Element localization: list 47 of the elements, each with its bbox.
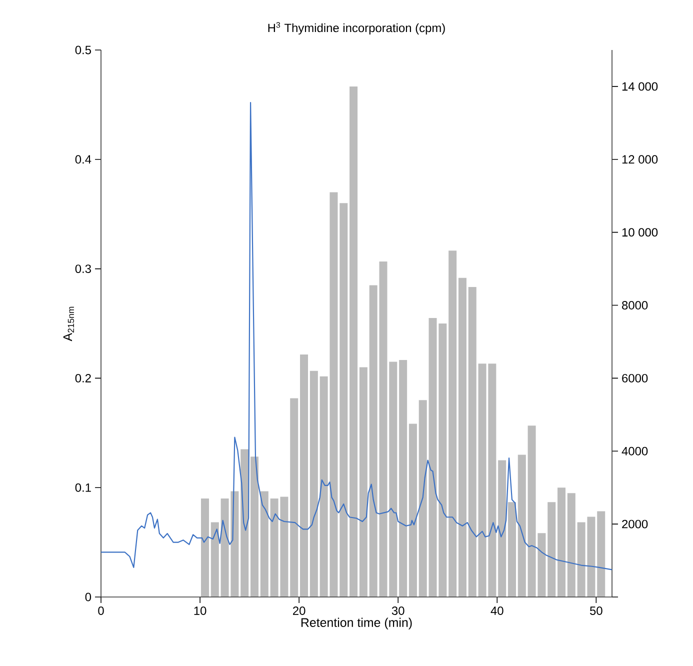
bar	[408, 424, 417, 597]
bar	[200, 498, 209, 597]
x-tick-label: 50	[590, 606, 602, 615]
bar	[518, 454, 526, 597]
bar	[340, 203, 348, 597]
y2-tick-label: 10 000	[622, 228, 658, 237]
bar	[548, 502, 556, 597]
y2-tick-label: 12 000	[622, 155, 658, 164]
y-tick-label: 0.4	[75, 155, 92, 164]
x-tick-label: 30	[392, 606, 404, 615]
bar	[350, 86, 358, 597]
bar	[448, 250, 457, 597]
bar	[458, 278, 466, 597]
y2-tick-label: 14 000	[622, 82, 658, 91]
x-tick-label: 20	[293, 606, 306, 615]
y2-tick-label: 4000	[622, 446, 648, 456]
y-tick-label: 0	[85, 592, 92, 602]
bar	[260, 491, 268, 597]
y2-tick-label: 8000	[622, 301, 648, 310]
y-tick-label: 0.1	[75, 483, 91, 492]
bar	[597, 511, 606, 597]
y-tick-label: 0.5	[75, 46, 91, 54]
bar	[468, 287, 476, 597]
bar	[399, 360, 408, 597]
bar	[567, 493, 576, 597]
bar	[508, 502, 516, 597]
chart-title: H$^{3}$ Thymidine incorporation (cpm)	[268, 22, 445, 35]
y-tick-label: 0.2	[75, 374, 91, 382]
y-axis-title: A$_{215nm}$	[63, 306, 74, 342]
x-tick-label: 0	[98, 606, 104, 615]
y2-tick-label: 2000	[622, 520, 648, 528]
x-axis-title: Retention time (min)	[301, 618, 412, 630]
bar	[359, 367, 368, 597]
bar	[389, 362, 398, 597]
bar	[498, 460, 506, 597]
y-tick-label: 0.3	[75, 264, 91, 274]
bar	[240, 449, 249, 597]
x-tick-label: 10	[194, 606, 206, 615]
bar	[310, 370, 318, 597]
bar	[558, 488, 566, 597]
y2-tick-label: 6000	[622, 374, 648, 382]
bar	[250, 456, 259, 597]
bar	[418, 400, 427, 597]
bar	[210, 522, 219, 597]
bar	[290, 398, 298, 597]
x-tick-label: 40	[490, 606, 504, 615]
bar	[300, 354, 308, 597]
